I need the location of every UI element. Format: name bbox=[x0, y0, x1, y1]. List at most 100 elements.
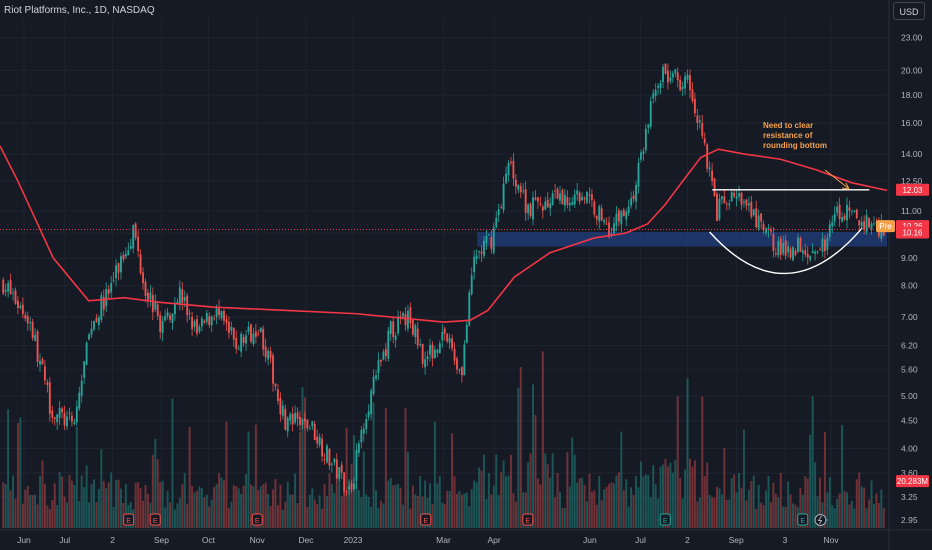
candle-body bbox=[127, 250, 130, 256]
candle-body bbox=[26, 315, 29, 324]
volume-bar bbox=[804, 476, 807, 528]
earnings-marker bbox=[420, 513, 432, 526]
volume-bar bbox=[191, 486, 194, 528]
candle-body bbox=[524, 189, 527, 213]
candle-body bbox=[407, 310, 409, 329]
volume-bar bbox=[620, 431, 623, 528]
volume-bar bbox=[792, 503, 795, 528]
candle-body bbox=[375, 375, 377, 379]
candle-body bbox=[463, 344, 466, 376]
volume-bar bbox=[725, 499, 728, 528]
candle-body bbox=[313, 424, 316, 440]
volume-bar bbox=[367, 497, 370, 528]
price-axis[interactable]: 23.0020.0018.0016.0014.0012.5011.0010.00… bbox=[888, 0, 923, 550]
candle-body bbox=[522, 190, 525, 192]
volume-bar bbox=[80, 475, 83, 528]
volume-bar bbox=[154, 438, 157, 528]
currency-button[interactable]: USD bbox=[893, 2, 925, 20]
y-tick-label: 6.20 bbox=[901, 340, 918, 350]
volume-bar bbox=[831, 505, 834, 528]
candle-body bbox=[630, 197, 633, 206]
volume-bar bbox=[272, 489, 275, 528]
dividend-marker bbox=[814, 514, 827, 526]
volume-bar bbox=[264, 482, 267, 528]
volume-bar bbox=[509, 454, 512, 528]
candle-body bbox=[348, 486, 351, 490]
candle-body bbox=[421, 343, 424, 364]
volume-bar bbox=[257, 490, 260, 528]
candle-body bbox=[254, 331, 257, 337]
candle-body bbox=[85, 342, 88, 365]
candle-body bbox=[173, 304, 176, 315]
volume-bar bbox=[137, 482, 140, 528]
candle-body bbox=[514, 179, 517, 187]
candle-body bbox=[470, 275, 473, 295]
candle-body bbox=[750, 201, 753, 217]
volume-bar bbox=[485, 499, 488, 528]
candle-body bbox=[100, 295, 103, 320]
candle-body bbox=[475, 255, 478, 259]
volume-bar bbox=[365, 494, 368, 528]
volume-bar bbox=[303, 397, 306, 528]
candle-body bbox=[625, 211, 628, 220]
volume-bar bbox=[164, 507, 167, 528]
volume-bar bbox=[92, 479, 95, 528]
candle-body bbox=[257, 333, 260, 335]
candle-body bbox=[490, 236, 493, 250]
volume-bar bbox=[139, 487, 142, 528]
candle-body bbox=[75, 406, 78, 423]
x-tick-label: 2 bbox=[110, 535, 115, 545]
price-tag bbox=[896, 183, 929, 196]
volume-bar bbox=[747, 489, 750, 528]
candle-body bbox=[698, 120, 701, 123]
volume-bar bbox=[848, 504, 851, 528]
volume-bar bbox=[814, 462, 817, 528]
candle-body bbox=[605, 223, 608, 225]
volume-bar bbox=[384, 407, 387, 528]
volume-bar bbox=[541, 351, 544, 528]
volume-bar bbox=[662, 464, 665, 528]
volume-bar bbox=[841, 425, 844, 528]
candle-body bbox=[563, 194, 566, 206]
candle-body bbox=[323, 459, 326, 460]
volume-bar bbox=[782, 506, 785, 528]
volume-bar bbox=[622, 490, 625, 528]
candle-body bbox=[83, 361, 86, 378]
candle-body bbox=[833, 213, 836, 222]
annotation-note[interactable]: Need to clear resistance of rounding bot… bbox=[763, 121, 850, 190]
volume-bar bbox=[183, 473, 186, 528]
volume-bar bbox=[468, 506, 471, 528]
volume-bar bbox=[755, 508, 758, 528]
volume-bar bbox=[436, 483, 439, 528]
candle-body bbox=[828, 224, 831, 238]
candle-body bbox=[600, 208, 603, 221]
volume-bar bbox=[416, 495, 419, 528]
candle-body bbox=[652, 93, 655, 99]
volume-bar bbox=[225, 421, 228, 528]
volume-bar bbox=[666, 466, 669, 528]
time-axis[interactable]: Jun Jul 2 Sep Oct Nov Dec 2023 Mar Apr Jun Jul 2 Sep 3… bbox=[0, 529, 932, 545]
volume-bar bbox=[230, 501, 233, 528]
volume-bar bbox=[14, 498, 17, 528]
candle-body bbox=[539, 203, 542, 205]
volume-bar bbox=[448, 491, 451, 528]
volume-bar bbox=[161, 480, 164, 528]
candle-body bbox=[281, 405, 284, 416]
candle-body bbox=[200, 318, 203, 327]
candle-body bbox=[723, 196, 726, 204]
volume-bar bbox=[66, 502, 68, 528]
candle-body bbox=[593, 201, 596, 215]
candle-body bbox=[227, 321, 230, 333]
candle-body bbox=[370, 390, 373, 415]
volume-bar bbox=[635, 476, 638, 528]
volume-bar bbox=[176, 503, 179, 528]
volume-bar bbox=[29, 494, 32, 528]
candle-body bbox=[78, 392, 81, 409]
volume-bar bbox=[397, 484, 400, 528]
candle-body bbox=[424, 359, 427, 368]
rounding-bottom-curve[interactable] bbox=[709, 227, 863, 275]
volume-bar bbox=[625, 479, 628, 528]
candle-body bbox=[259, 327, 262, 332]
